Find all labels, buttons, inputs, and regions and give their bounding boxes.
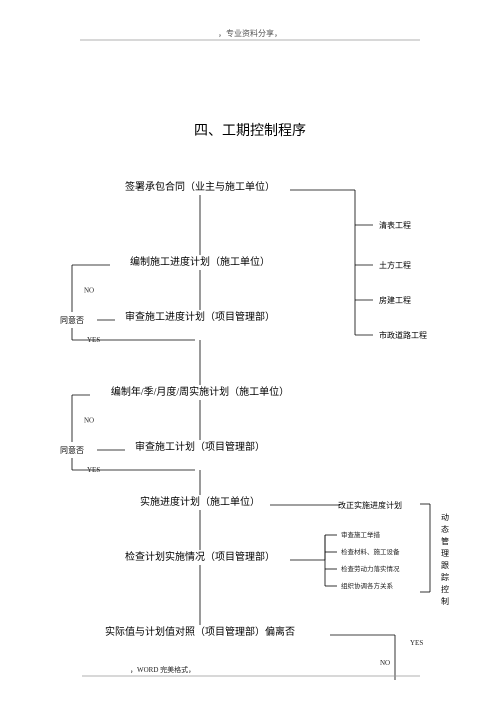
node-review-plan: 审查施工进度计划（项目管理部） [125,310,275,323]
label-yes-1: YES [87,336,100,344]
r2-item-b: 检查材料、施工设备 [341,547,400,556]
page-title: 四、工期控制程序 [194,123,306,139]
r2-item-a: 审查施工举措 [341,530,381,539]
vlabel-char-1: 态 [441,524,449,534]
node-implement: 实施进度计划（施工单位） [140,495,260,508]
r1-item-a: 清表工程 [379,220,411,230]
vlabel-char-6: 控 [441,584,449,594]
node-check: 检查计划实施情况（项目管理部） [125,550,275,563]
r2-item-d: 组织协调各方关系 [341,581,394,590]
vlabel-char-5: 踪 [441,572,449,582]
vlabel-char-4: 跟 [441,561,449,570]
decision-agree-1: 同意否 [60,315,84,325]
r1-item-d: 市政道路工程 [379,330,427,340]
node-contract: 签署承包合同（业主与施工单位） [125,180,275,193]
label-no-2: NO [84,417,94,425]
vlabel-char-7: 制 [441,596,449,606]
r2-item-c: 检查劳动力落实情况 [341,564,400,573]
r1-item-c: 房建工程 [379,295,411,305]
node-compare: 实际值与计划值对照（项目管理部）偏离否 [105,625,295,638]
label-no-1: NO [84,287,94,295]
node-plan: 编制施工进度计划（施工单位） [130,255,270,268]
vlabel-char-0: 动 [441,512,449,522]
r1-item-b: 土方工程 [379,260,411,270]
decision-agree-2: 同意否 [60,445,84,455]
page-header: ，专业资料分享， [218,28,282,38]
label-yes-3: YES [410,639,423,647]
vlabel-char-3: 理 [441,549,449,558]
page-footer: ，WORD 完美格式， [130,665,195,674]
vlabel-char-2: 管 [441,536,449,546]
node-review-periodic: 审查施工计划（项目管理部） [135,440,265,453]
label-yes-2: YES [87,466,100,474]
label-no-3: NO [380,659,390,667]
r2-title: 改正实施进度计划 [338,500,402,510]
node-periodic-plan: 编制年/季/月度/周实施计划（施工单位） [111,385,289,398]
